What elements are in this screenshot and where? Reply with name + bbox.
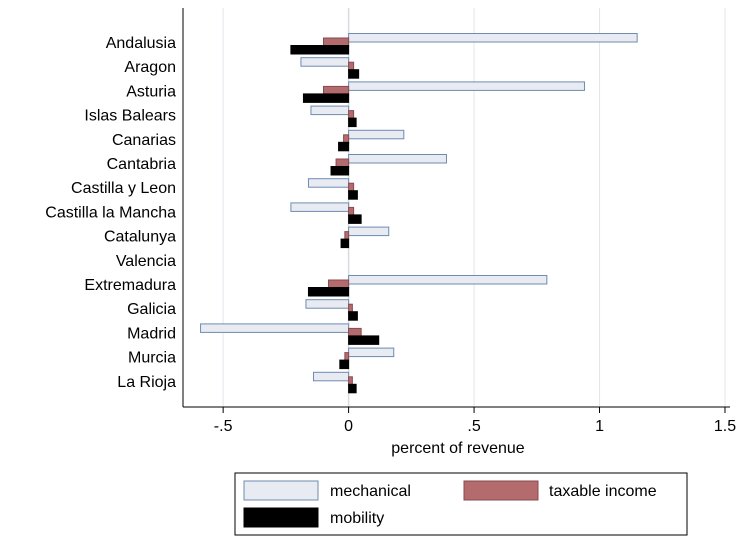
bar-mobility xyxy=(302,93,350,103)
legend-swatch-mechanical xyxy=(243,480,319,501)
category-label: Aragon xyxy=(124,59,176,76)
bar-mobility xyxy=(340,238,350,249)
legend-label-mobility: mobility xyxy=(330,510,384,527)
bar-mobility xyxy=(338,141,350,152)
bar-mechanical xyxy=(200,323,350,333)
bar-mechanical xyxy=(348,154,447,164)
bar-mobility xyxy=(307,287,350,297)
category-label: Extremadura xyxy=(84,277,176,294)
category-label: Castilla la Mancha xyxy=(45,204,176,221)
bar-mobility xyxy=(348,69,360,79)
x-axis-title: percent of revenue xyxy=(391,440,525,457)
category-label: Valencia xyxy=(116,253,176,270)
bar-mechanical xyxy=(300,57,350,67)
bar-mechanical xyxy=(348,129,405,140)
bar-mechanical xyxy=(348,275,548,285)
gridlines xyxy=(222,8,726,407)
category-label: Andalusia xyxy=(106,35,176,52)
bar-mechanical xyxy=(348,81,585,91)
bar-mobility xyxy=(348,335,380,345)
bar-mobility xyxy=(339,359,350,370)
category-label: Murcia xyxy=(128,350,176,367)
legend: mechanical taxable income mobility xyxy=(234,472,688,536)
x-tick-label: -.5 xyxy=(214,418,233,435)
category-label: Cantabria xyxy=(107,156,176,173)
bar-mobility xyxy=(348,190,358,200)
x-tick-label: .5 xyxy=(467,418,480,435)
x-tick-label: 0 xyxy=(344,418,353,435)
bar-mechanical xyxy=(312,371,350,382)
category-label: Catalunya xyxy=(104,229,176,246)
bar-mechanical xyxy=(290,202,350,212)
bar-mechanical xyxy=(348,33,638,43)
bar-mechanical xyxy=(348,226,390,237)
category-label: Asturia xyxy=(126,83,176,100)
category-label: Galicia xyxy=(127,301,176,318)
bar-mechanical xyxy=(310,105,350,116)
bar-mobility xyxy=(348,311,358,321)
category-labels: Andalusia Aragon Asturia Islas Balears Canar… xyxy=(45,35,176,391)
category-label: Canarias xyxy=(112,132,176,149)
bars xyxy=(200,33,638,394)
bar-mechanical xyxy=(307,178,350,188)
bar-mobility xyxy=(348,383,357,394)
bar-mechanical xyxy=(348,347,395,358)
x-ticks: -.5 0 .5 1 1.5 xyxy=(214,407,736,435)
legend-label-mechanical: mechanical xyxy=(330,483,411,500)
legend-swatch-taxable-income xyxy=(463,480,539,501)
bar-mobility xyxy=(290,45,350,55)
legend-swatch-mobility xyxy=(243,507,319,528)
category-label: Islas Balears xyxy=(84,108,176,125)
category-label: Castilla y Leon xyxy=(71,180,176,197)
x-tick-label: 1 xyxy=(595,418,604,435)
bar-mobility xyxy=(330,166,350,176)
category-label: La Rioja xyxy=(117,374,176,391)
legend-label-taxable-income: taxable income xyxy=(549,483,657,500)
bar-mobility xyxy=(348,214,362,224)
bar-mechanical xyxy=(305,299,350,309)
bar-mobility xyxy=(348,117,357,128)
category-label: Madrid xyxy=(127,325,176,342)
x-tick-label: 1.5 xyxy=(714,418,736,435)
